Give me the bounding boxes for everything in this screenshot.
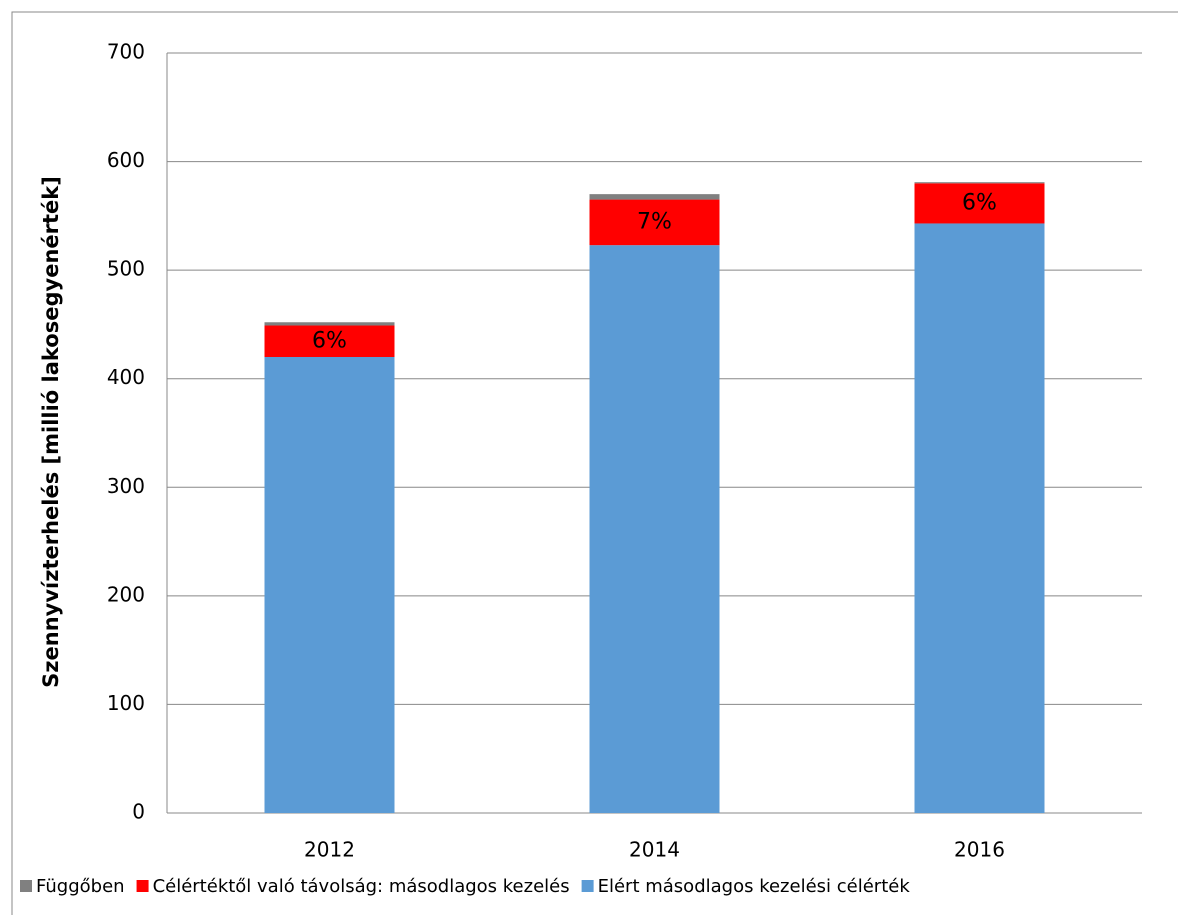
bar-segment [914,223,1045,813]
bar-segment [914,182,1045,184]
data-label: 6% [962,190,997,215]
bar-segment [589,194,720,200]
bar-segment [264,325,395,357]
y-tick-label: 100 [107,691,145,715]
data-label: 6% [312,328,347,353]
legend-text: Célértéktől való távolság: másodlagos ke… [153,876,570,897]
bar-segment [914,183,1045,224]
legend-text: Elért másodlagos kezelési célérték [598,876,911,897]
y-tick-label: 300 [107,474,145,498]
bar-segment [264,357,395,813]
legend-text: Függőben [36,876,125,897]
y-axis-label: Szennyvízterhelés [millió lakosegyenérté… [39,176,63,688]
bar-segment [589,245,720,813]
y-tick-label: 500 [107,257,145,281]
y-tick-label: 600 [107,148,145,172]
y-tick-label: 400 [107,365,145,389]
y-tick-label: 700 [107,40,145,64]
legend-swatch [136,880,149,892]
data-label: 7% [637,209,672,234]
legend-swatch [581,880,594,892]
bar-segment [589,199,720,246]
y-tick-label: 0 [132,800,145,824]
x-tick-label: 2016 [954,838,1005,862]
bar-segment [264,322,395,326]
y-tick-label: 200 [107,582,145,606]
x-tick-label: 2012 [304,838,355,862]
x-tick-label: 2014 [629,838,680,862]
legend-swatch [20,880,32,892]
